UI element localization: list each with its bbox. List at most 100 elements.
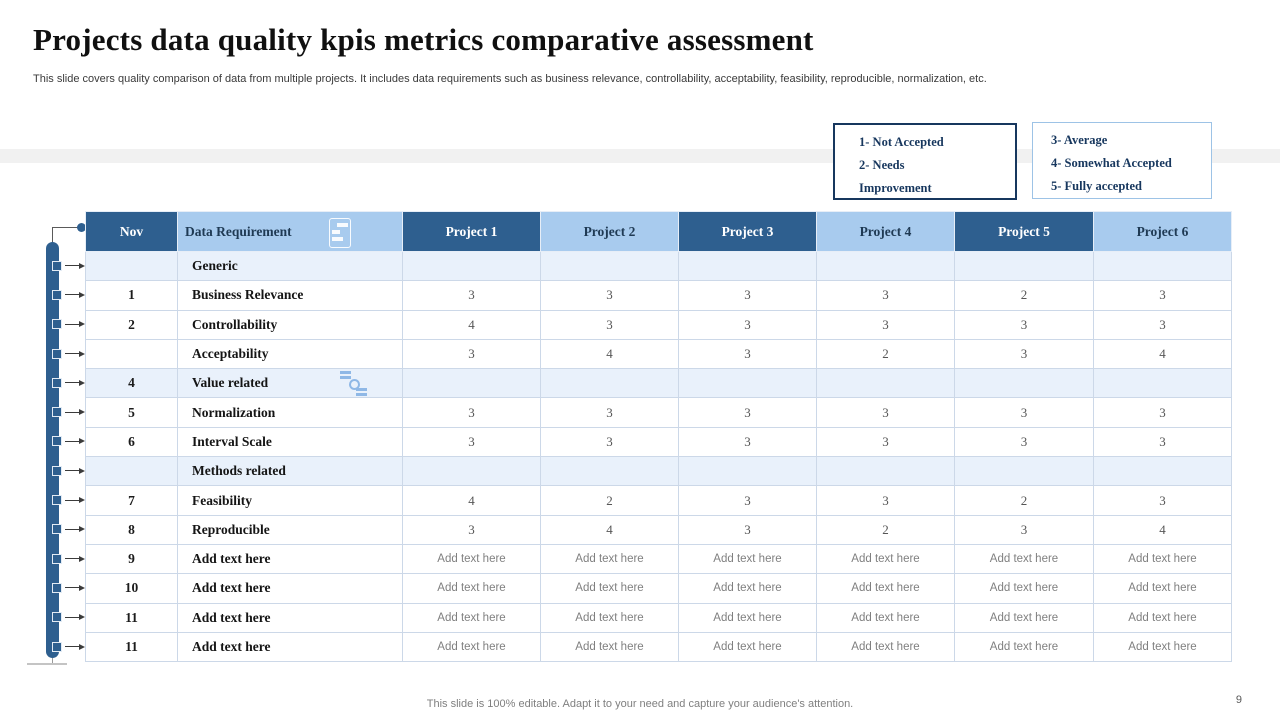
placeholder-cell[interactable]: Add text here — [954, 631, 1094, 663]
table-row: 1 Business Relevance 3 3 3 3 2 3 — [85, 280, 1232, 311]
legend-line: 5- Fully accepted — [1051, 179, 1142, 193]
requirement-label: Add text here — [192, 580, 271, 596]
placeholder-cell[interactable]: Add text here — [540, 631, 679, 663]
row-number-cell: 4 — [85, 368, 178, 399]
slide-subtitle: This slide covers quality comparison of … — [33, 73, 987, 85]
row-number-cell: 7 — [85, 485, 178, 516]
footer-note: This slide is 100% editable. Adapt it to… — [426, 698, 854, 710]
row-marker-square — [53, 466, 61, 475]
score-cell: 3 — [540, 309, 679, 340]
placeholder-cell[interactable]: Add text here — [540, 573, 679, 604]
score-cell: 2 — [954, 485, 1094, 516]
placeholder-cell[interactable]: Add text here — [816, 573, 955, 604]
placeholder-cell[interactable]: Add text here — [816, 602, 955, 633]
score-cell — [816, 250, 955, 282]
score-cell — [1093, 456, 1232, 487]
table-row: 7 Feasibility 4 2 3 3 2 3 — [85, 485, 1232, 516]
row-marker-square — [53, 642, 61, 651]
score-cell — [816, 456, 955, 487]
section-row: Generic — [85, 250, 1232, 282]
placeholder-cell[interactable]: Add text here — [402, 573, 541, 604]
bar-base-line — [27, 663, 67, 665]
score-cell: 4 — [402, 309, 541, 340]
requirement-label: Reproducible — [192, 521, 270, 537]
row-marker-square — [53, 378, 61, 387]
placeholder-cell[interactable]: Add text here — [954, 573, 1094, 604]
placeholder-cell[interactable]: Add text here — [678, 631, 817, 663]
row-arrow-line — [65, 323, 80, 325]
row-marker-square — [53, 613, 61, 622]
requirement-label: Business Relevance — [192, 287, 304, 303]
row-arrow-line — [65, 265, 80, 267]
placeholder-cell[interactable]: Add text here — [816, 543, 955, 575]
score-cell: 3 — [402, 514, 541, 545]
row-marker-square — [53, 290, 61, 299]
score-cell — [402, 368, 541, 399]
score-cell: 3 — [678, 514, 817, 545]
row-number-cell: 9 — [85, 543, 178, 575]
placeholder-cell[interactable]: Add text here — [402, 631, 541, 663]
requirement-label-cell: Acceptability — [177, 338, 403, 370]
row-arrow-line — [65, 382, 80, 384]
score-cell: 3 — [816, 280, 955, 311]
requirement-label-cell[interactable]: Add text here — [177, 543, 403, 575]
row-number-cell: 11 — [85, 631, 178, 663]
table-row: 10 Add text here Add text here Add text her… — [85, 573, 1232, 604]
placeholder-cell[interactable]: Add text here — [1093, 573, 1232, 604]
score-cell — [678, 456, 817, 487]
row-number-cell: 1 — [85, 280, 178, 311]
placeholder-cell[interactable]: Add text here — [678, 602, 817, 633]
section-row: Methods related — [85, 456, 1232, 487]
placeholder-cell[interactable]: Add text here — [678, 543, 817, 575]
requirement-label: Value related — [192, 375, 269, 391]
legend-line: 1- Not Accepted — [859, 135, 944, 149]
placeholder-cell[interactable]: Add text here — [954, 543, 1094, 575]
requirement-label-cell: Methods related — [177, 456, 403, 487]
placeholder-cell[interactable]: Add text here — [1093, 631, 1232, 663]
legend-box-low-scores: 1- Not Accepted 2- Needs Improvement — [833, 123, 1017, 200]
score-cell: 3 — [678, 397, 817, 428]
score-cell: 3 — [402, 338, 541, 370]
requirement-label-cell[interactable]: Add text here — [177, 573, 403, 604]
column-header-data-requirement: Data Requirement — [177, 211, 403, 252]
row-arrow-line — [65, 558, 80, 560]
placeholder-cell[interactable]: Add text here — [954, 602, 1094, 633]
requirement-label: Methods related — [192, 463, 286, 479]
placeholder-cell[interactable]: Add text here — [816, 631, 955, 663]
score-cell: 3 — [816, 397, 955, 428]
score-cell: 2 — [816, 338, 955, 370]
score-cell: 3 — [402, 397, 541, 428]
placeholder-cell[interactable]: Add text here — [1093, 543, 1232, 575]
placeholder-cell[interactable]: Add text here — [1093, 602, 1232, 633]
requirement-label-cell[interactable]: Add text here — [177, 631, 403, 663]
score-cell: 3 — [540, 280, 679, 311]
placeholder-cell[interactable]: Add text here — [678, 573, 817, 604]
score-cell — [1093, 368, 1232, 399]
section-row: 4 Value related — [85, 368, 1232, 399]
requirement-label: Add text here — [192, 551, 271, 567]
page-number: 9 — [1235, 694, 1242, 706]
requirement-label-cell: Generic — [177, 250, 403, 282]
requirement-label-cell[interactable]: Add text here — [177, 602, 403, 633]
connector-line — [52, 227, 53, 243]
score-cell: 3 — [1093, 280, 1232, 311]
table-row: Acceptability 3 4 3 2 3 4 — [85, 338, 1232, 370]
row-number-cell: 2 — [85, 309, 178, 340]
placeholder-cell[interactable]: Add text here — [402, 543, 541, 575]
table-row: 6 Interval Scale 3 3 3 3 3 3 — [85, 426, 1232, 458]
requirement-label: Interval Scale — [192, 433, 272, 449]
arrow-head-icon — [79, 350, 85, 357]
requirement-label-cell: Business Relevance — [177, 280, 403, 311]
placeholder-cell[interactable]: Add text here — [402, 602, 541, 633]
placeholder-cell[interactable]: Add text here — [540, 602, 679, 633]
score-cell: 3 — [816, 309, 955, 340]
row-marker-square — [53, 525, 61, 534]
score-cell — [954, 250, 1094, 282]
connector-line — [52, 227, 80, 228]
requirement-label: Normalization — [192, 404, 276, 420]
table-row: 11 Add text here Add text here Add text her… — [85, 631, 1232, 663]
row-arrow-line — [65, 528, 80, 530]
arrow-head-icon — [79, 409, 85, 416]
placeholder-cell[interactable]: Add text here — [540, 543, 679, 575]
